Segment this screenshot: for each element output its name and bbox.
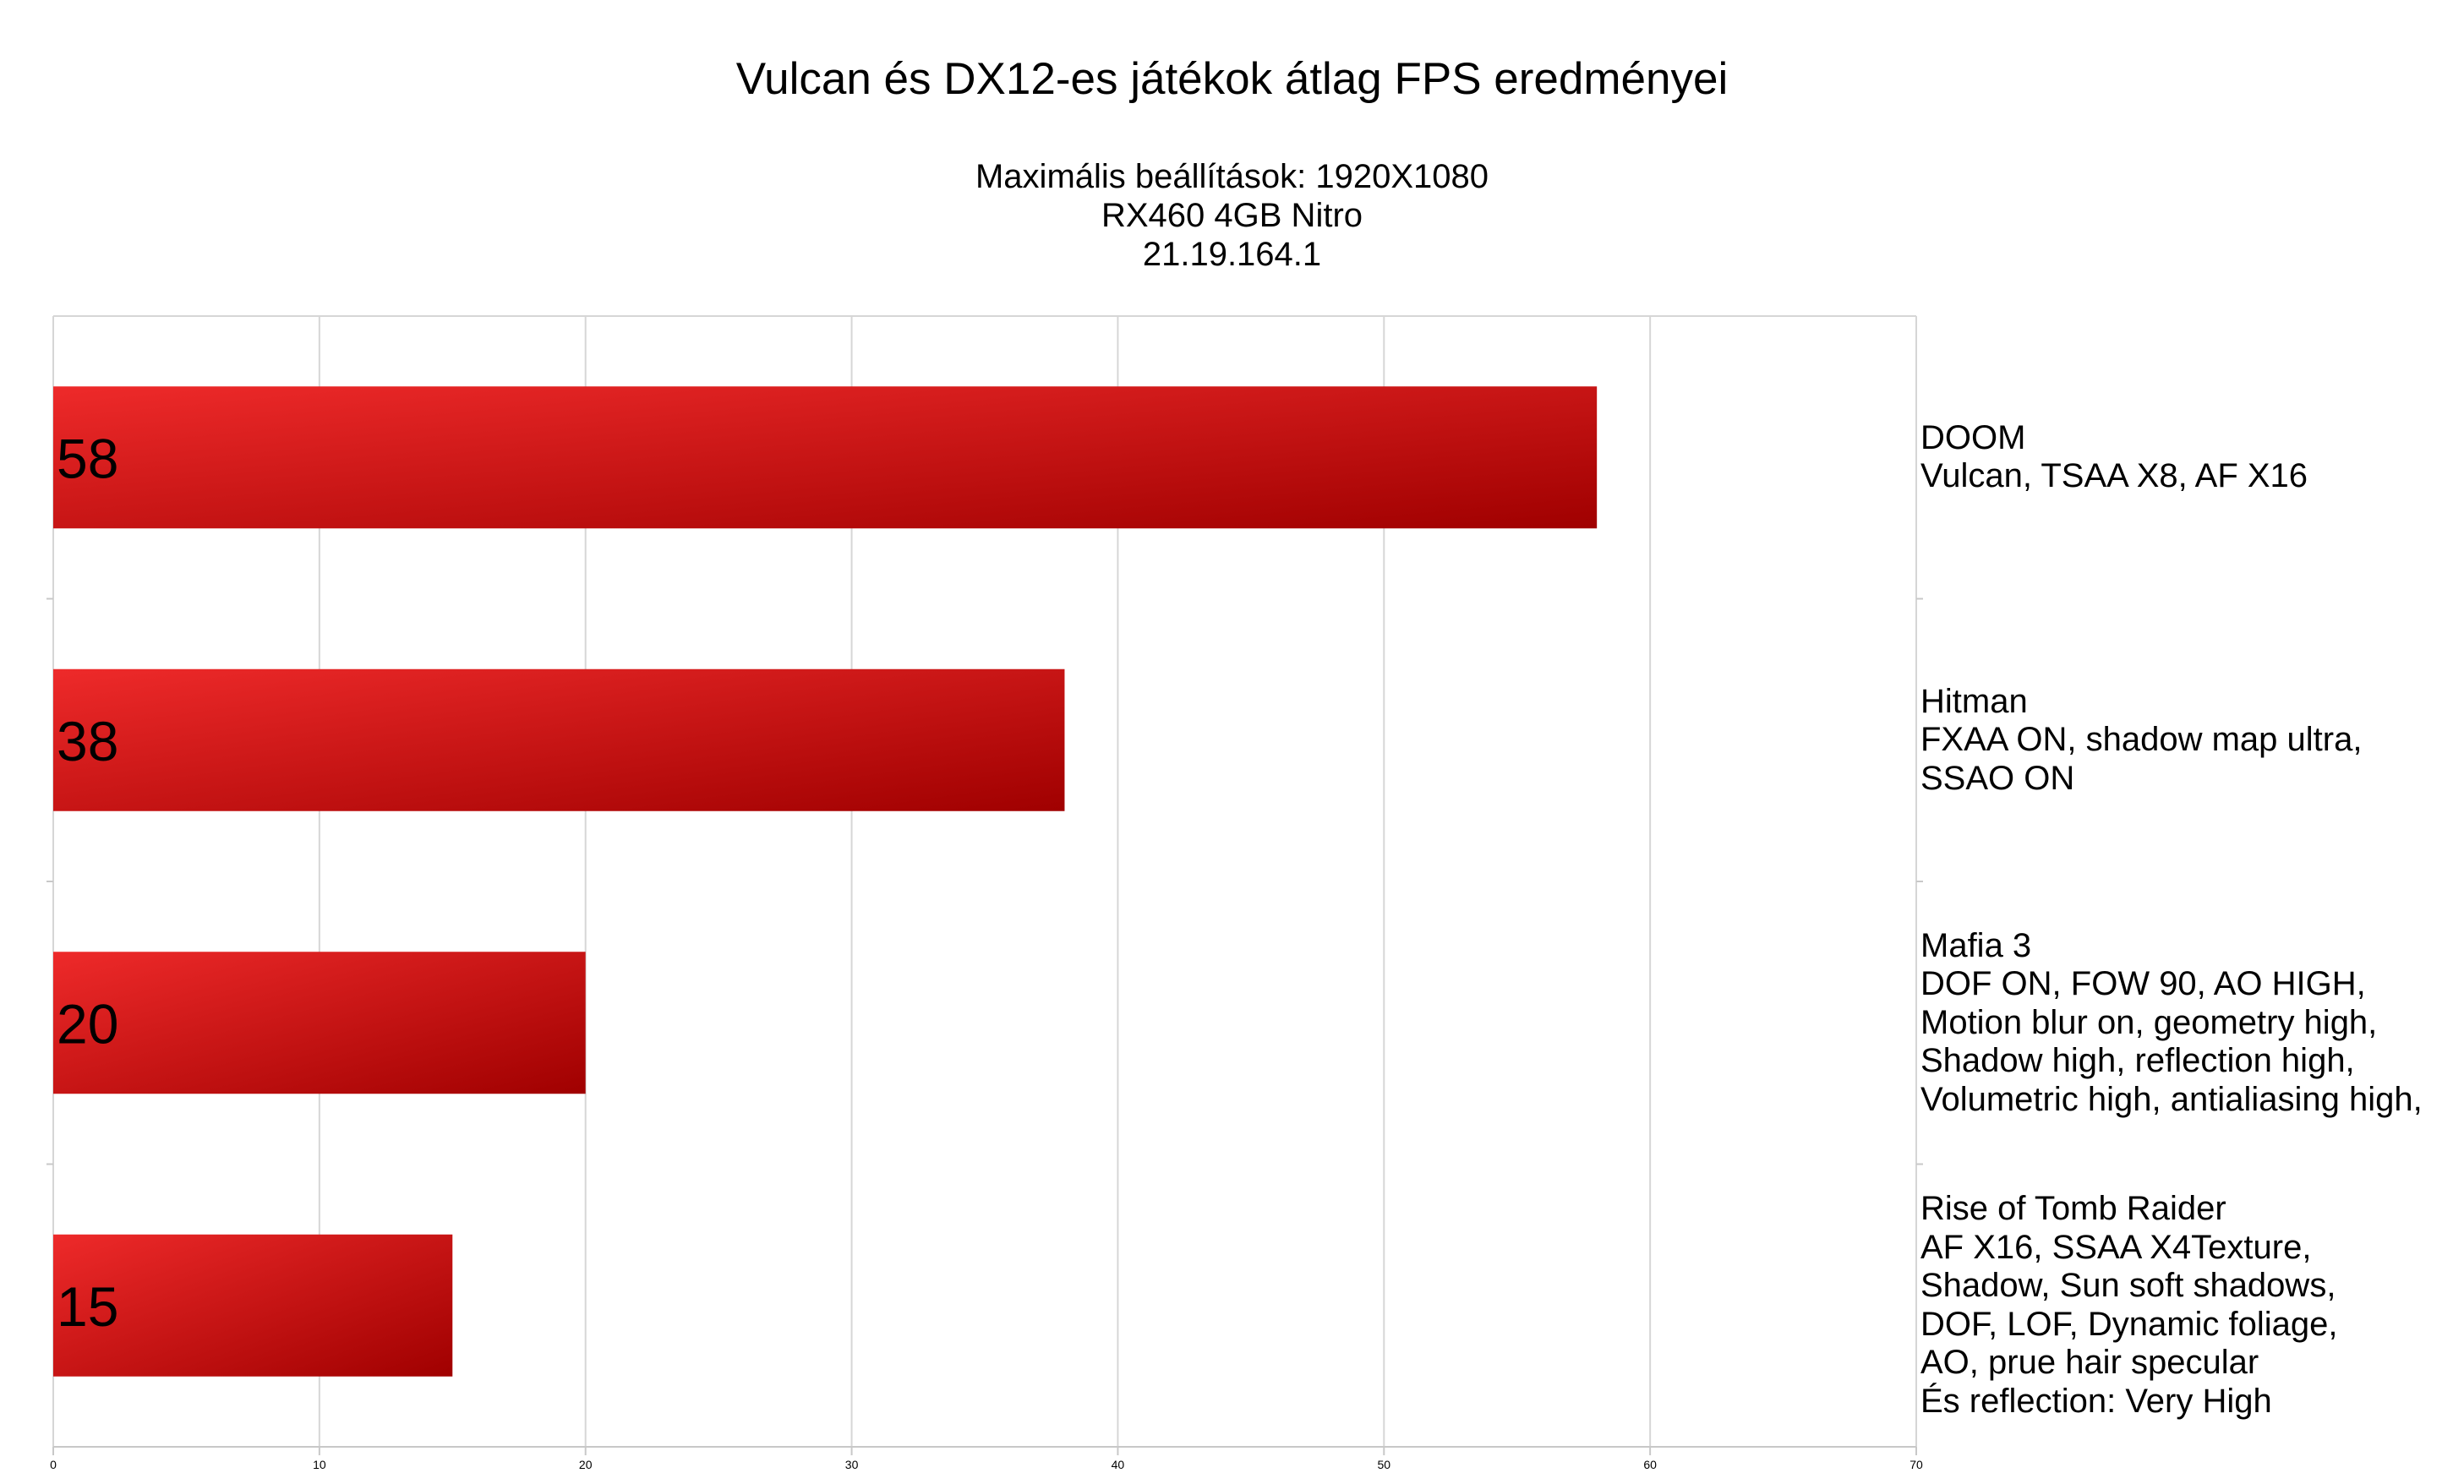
category-label-line: FXAA ON, shadow map ultra, bbox=[1920, 721, 2363, 758]
category-label-line: Hitman bbox=[1920, 682, 2028, 720]
x-tick-label: 60 bbox=[1643, 1458, 1657, 1471]
bars: 58 38 20 15 bbox=[53, 386, 1598, 1377]
category-label-line: DOF ON, FOW 90, AO HIGH, bbox=[1920, 965, 2366, 1002]
category-label: Mafia 3 DOF ON, FOW 90, AO HIGH, Motion bl… bbox=[1920, 927, 2423, 1120]
subtitle-line: RX460 4GB Nitro bbox=[1101, 197, 1363, 234]
category-label-line: SSAO ON bbox=[1920, 759, 2075, 797]
bar bbox=[53, 952, 586, 1094]
bar bbox=[53, 1234, 453, 1377]
x-axis-ticks: 0 10 20 30 40 50 60 70 bbox=[50, 1447, 1923, 1471]
x-tick-label: 20 bbox=[579, 1458, 593, 1471]
data-label: 58 bbox=[57, 427, 118, 489]
data-label: 38 bbox=[57, 710, 118, 772]
data-label: 15 bbox=[57, 1275, 118, 1338]
category-label-line: Rise of Tomb Raider bbox=[1920, 1190, 2226, 1228]
bar bbox=[53, 668, 1065, 811]
bar bbox=[53, 386, 1598, 529]
category-label-line: AF X16, SSAA X4Texture, bbox=[1920, 1228, 2312, 1266]
x-tick-label: 10 bbox=[313, 1458, 326, 1471]
category-label-line: Motion blur on, geometry high, bbox=[1920, 1003, 2378, 1041]
category-label-line: Volumetric high, antialiasing high, bbox=[1920, 1080, 2423, 1118]
category-label-line: Mafia 3 bbox=[1920, 926, 2032, 964]
chart-title: Vulcan és DX12-es játékok átlag FPS ered… bbox=[735, 54, 1729, 104]
chart-subtitle: Maximális beállítások: 1920X1080 RX460 4… bbox=[0, 157, 2464, 274]
category-label-line: Vulcan, TSAA X8, AF X16 bbox=[1920, 457, 2308, 495]
x-tick-label: 30 bbox=[845, 1458, 859, 1471]
category-label: DOOM Vulcan, TSAA X8, AF X16 bbox=[1920, 419, 2308, 496]
category-label-line: Shadow high, reflection high, bbox=[1920, 1042, 2355, 1079]
category-label: Hitman FXAA ON, shadow map ultra, SSAO ON bbox=[1920, 683, 2362, 799]
category-label-line: DOF, LOF, Dynamic foliage, bbox=[1920, 1305, 2338, 1343]
subtitle-line: 21.19.164.1 bbox=[1142, 236, 1322, 273]
category-label-line: Shadow, Sun soft shadows, bbox=[1920, 1267, 2336, 1305]
x-tick-label: 0 bbox=[50, 1458, 57, 1471]
data-label: 20 bbox=[57, 992, 118, 1055]
x-tick-label: 70 bbox=[1909, 1458, 1923, 1471]
x-tick-label: 40 bbox=[1112, 1458, 1125, 1471]
category-label-line: DOOM bbox=[1920, 418, 2026, 456]
category-label-line: AO, prue hair specular bbox=[1920, 1344, 2259, 1382]
category-label-line: És reflection: Very High bbox=[1920, 1382, 2272, 1420]
x-tick-label: 50 bbox=[1377, 1458, 1390, 1471]
category-label: Rise of Tomb Raider AF X16, SSAA X4Textur… bbox=[1920, 1190, 2338, 1421]
subtitle-line: Maximális beállítások: 1920X1080 bbox=[975, 158, 1489, 195]
